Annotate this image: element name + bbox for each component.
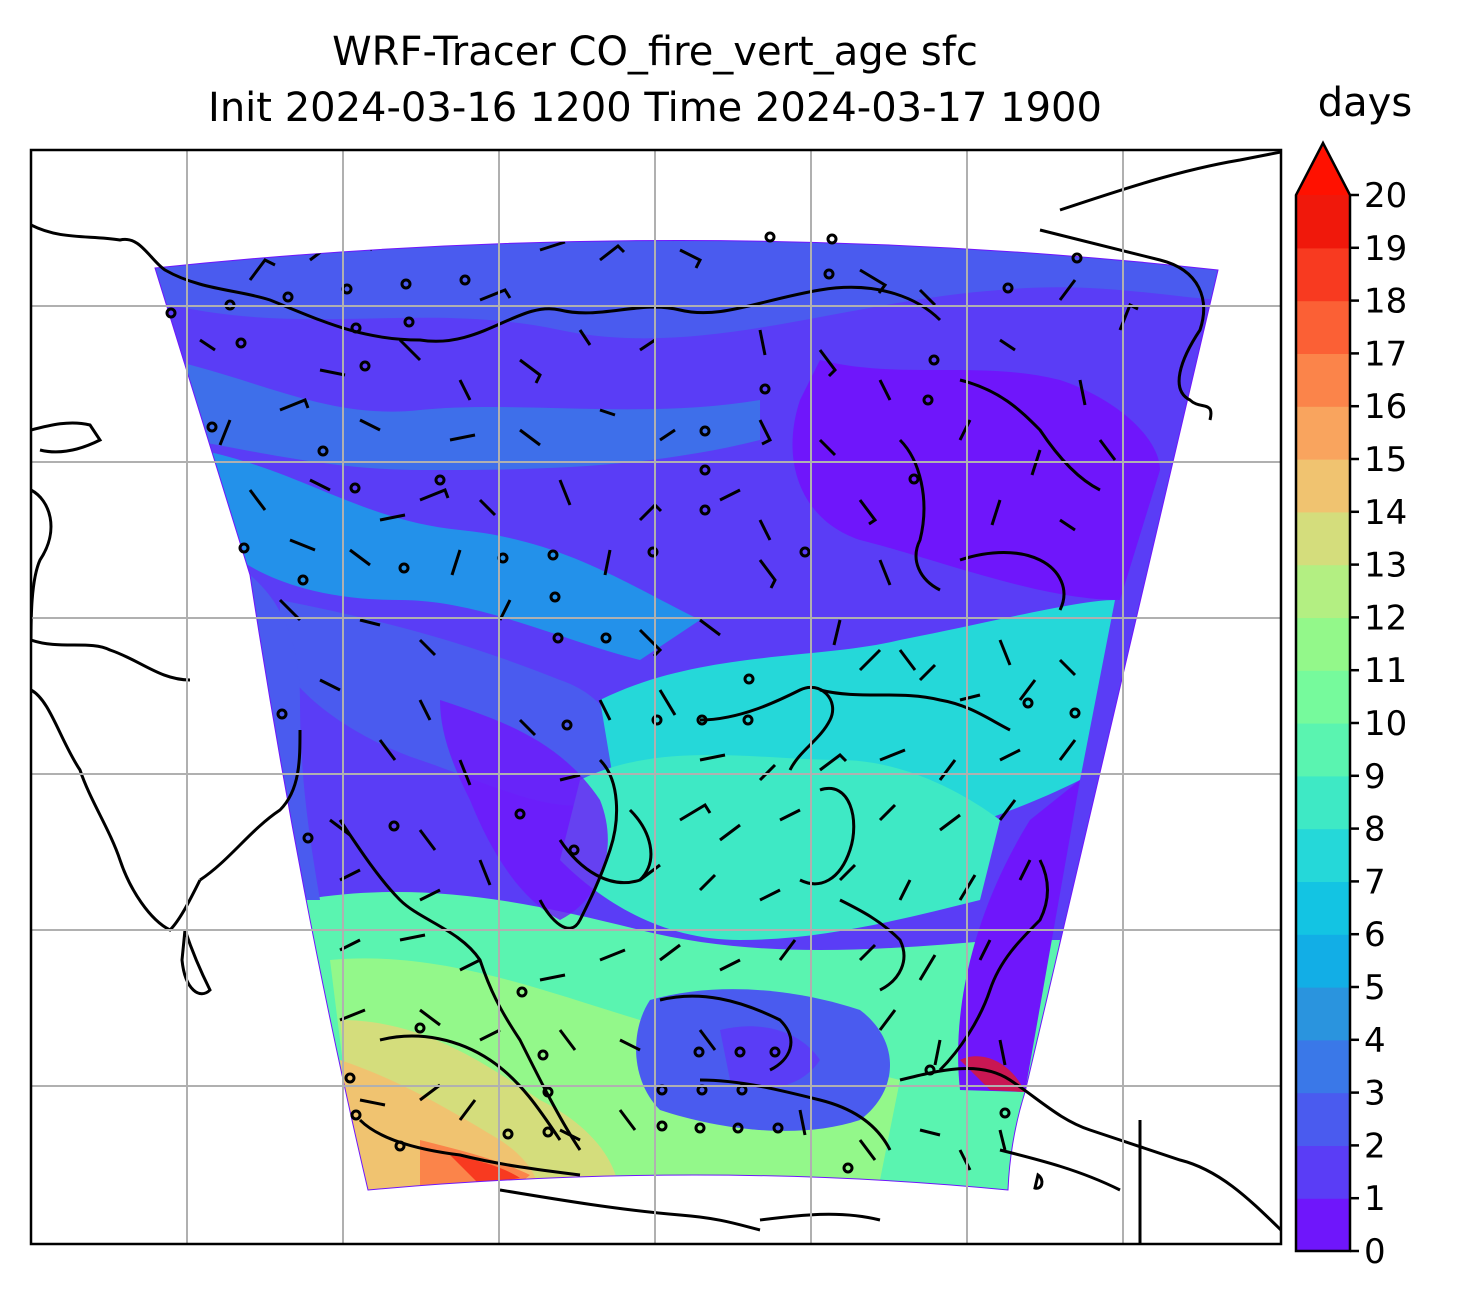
colorbar-tick-label: 13 [1364,546,1407,586]
colorbar-segment [1296,934,1350,988]
colorbar-tick-label: 10 [1364,704,1407,744]
colorbar-segment [1296,1145,1350,1199]
colorbar-segment [1296,564,1350,618]
colorbar-tick-label: 17 [1364,334,1407,374]
domain-edge [154,239,1219,1191]
colorbar-segment [1296,617,1350,671]
colorbar-segment [1296,723,1350,777]
colorbar-tick-label: 7 [1364,862,1386,902]
colorbar-segment [1296,775,1350,830]
colorbar-segment [1296,987,1350,1041]
colorbar-segment [1296,247,1350,302]
wind-barbs [199,240,1139,1171]
map-title-line-2: Init 2024-03-16 1200 Time 2024-03-17 190… [208,85,1102,131]
colorbar-label: days [1317,80,1413,126]
colorbar-tick-label: 18 [1364,282,1407,322]
colorbar-segment [1296,459,1350,513]
colorbar-segment [1296,1092,1350,1146]
colorbar-extend-arrow [1296,143,1350,195]
colorbar-segment [1296,353,1350,407]
colorbar-segment [1296,881,1350,935]
colorbar-tick-label: 11 [1364,651,1407,691]
colorbar-segment [1296,511,1350,566]
colorbar-tick-label: 9 [1364,757,1386,797]
colorbar-segment [1296,670,1350,724]
colorbar-tick-label: 14 [1364,493,1407,533]
colorbar-segment [1296,1198,1350,1252]
colorbar-tick-label: 8 [1364,810,1386,850]
colorbar-tick-label: 20 [1364,176,1407,216]
calm-circles [165,231,1083,1174]
colorbar-segment [1296,300,1350,354]
colorbar-tick-label: 5 [1364,968,1386,1008]
colorbar-tick-label: 12 [1364,598,1407,638]
gridlines [31,150,1281,1244]
colorbar-segment [1296,828,1350,882]
colorbar-tick-label: 16 [1364,387,1407,427]
colorbar-tick-label: 4 [1364,1021,1386,1061]
colorbar-tick-label: 3 [1364,1074,1386,1114]
colorbar-tick-label: 0 [1364,1232,1386,1272]
colorbar-segment [1296,195,1350,249]
colorbar-tick-label: 15 [1364,440,1407,480]
colorbar-tick-label: 2 [1364,1126,1386,1166]
map-frame [29,148,1283,1246]
colorbar-tick-label: 6 [1364,915,1386,955]
colorbar-segment [1296,406,1350,460]
colorbar-outline [1294,140,1352,1253]
colorbar-segment [1296,1039,1350,1094]
colorbar-tick-label: 19 [1364,229,1407,269]
map-title-line-1: WRF-Tracer CO_fire_vert_age sfc [332,29,978,75]
colorbar-tick-label: 1 [1364,1179,1386,1219]
